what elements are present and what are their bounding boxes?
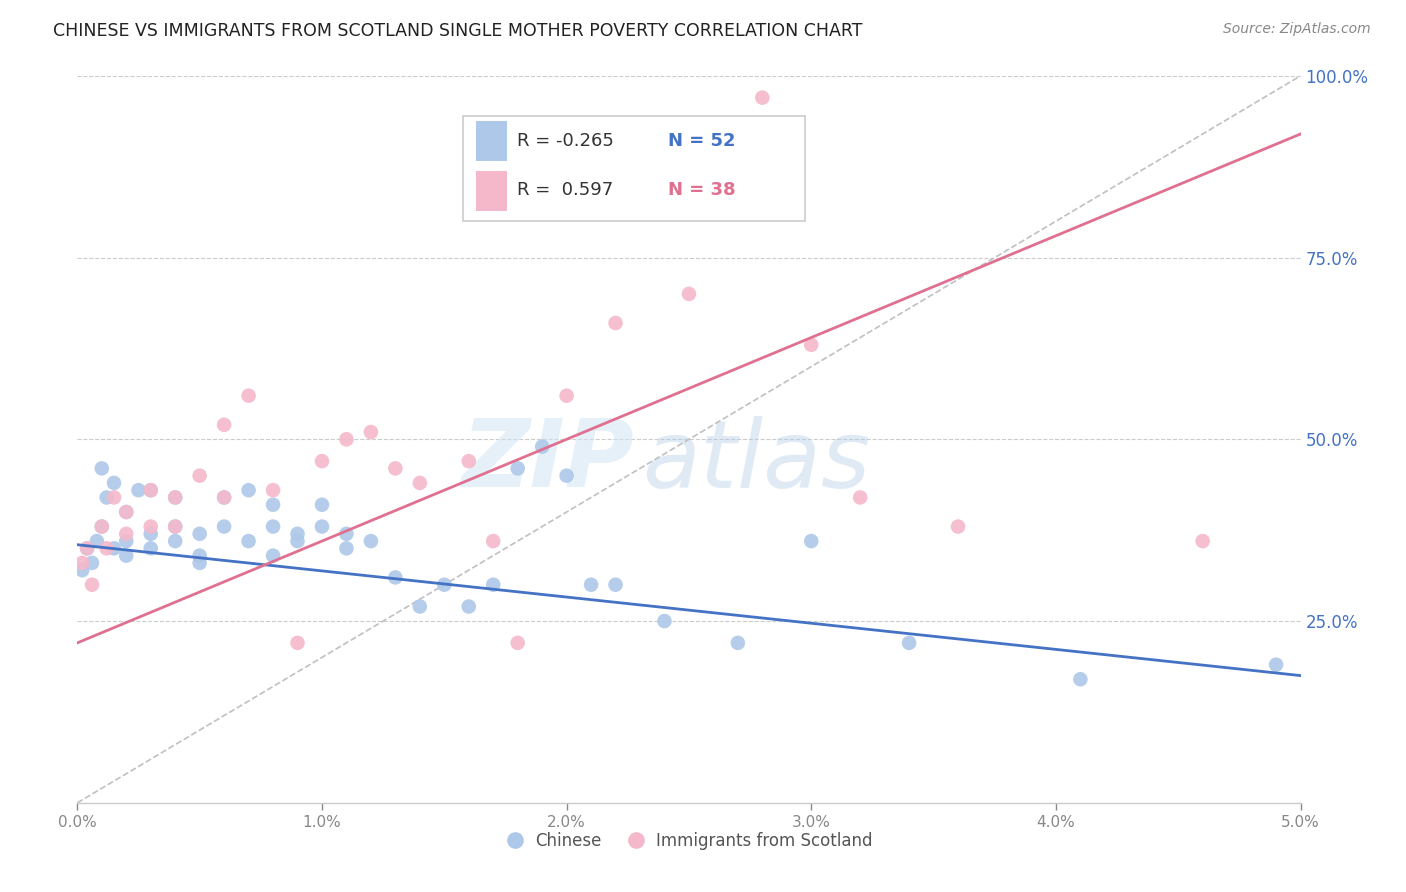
Point [800,338,823,352]
Point [482,578,505,592]
Point [751,90,773,104]
Point [262,498,284,512]
Point [849,491,872,505]
Point [335,526,357,541]
Point [103,541,125,556]
Text: atlas: atlas [643,416,870,507]
Point [287,636,309,650]
Point [433,578,456,592]
Point [165,491,187,505]
Point [605,578,627,592]
Point [555,389,578,403]
Point [898,636,921,650]
Point [139,519,162,533]
Point [188,526,211,541]
Point [654,614,676,628]
Point [188,556,211,570]
Point [90,519,112,533]
Point [165,519,187,533]
Point [287,526,309,541]
Point [139,541,162,556]
Point [80,556,103,570]
Point [800,534,823,549]
Point [76,541,98,556]
Point [188,549,211,563]
Point [115,526,138,541]
Point [212,519,235,533]
Text: ZIP: ZIP [461,415,634,508]
Point [127,483,149,498]
Point [579,578,602,592]
Point [96,541,118,556]
Point [165,534,187,549]
Point [457,454,479,468]
Point [360,534,382,549]
Point [311,498,333,512]
Point [165,519,187,533]
Point [139,483,162,498]
Point [103,491,125,505]
Point [262,519,284,533]
Point [457,599,479,614]
Point [409,475,432,490]
Text: Source: ZipAtlas.com: Source: ZipAtlas.com [1223,22,1371,37]
Point [311,519,333,533]
Point [115,549,138,563]
Point [188,468,211,483]
Point [80,578,103,592]
Point [115,505,138,519]
Point [384,570,406,584]
Point [212,417,235,432]
Point [212,491,235,505]
Point [506,461,529,475]
Point [86,534,108,549]
Point [115,534,138,549]
Point [605,316,627,330]
Point [90,461,112,475]
Point [90,519,112,533]
Point [238,389,260,403]
Point [727,636,749,650]
Point [531,440,554,454]
Point [311,454,333,468]
Point [262,483,284,498]
Text: CHINESE VS IMMIGRANTS FROM SCOTLAND SINGLE MOTHER POVERTY CORRELATION CHART: CHINESE VS IMMIGRANTS FROM SCOTLAND SING… [53,22,863,40]
Point [678,287,700,301]
Point [115,505,138,519]
Point [70,556,93,570]
Point [96,491,118,505]
Point [165,491,187,505]
Point [139,483,162,498]
Point [1191,534,1213,549]
Point [946,519,969,533]
Legend: Chinese, Immigrants from Scotland: Chinese, Immigrants from Scotland [498,825,880,856]
Point [360,425,382,439]
Point [555,468,578,483]
Point [482,534,505,549]
Point [409,599,432,614]
Point [238,483,260,498]
Point [70,563,93,577]
Point [335,432,357,446]
Point [1069,672,1091,686]
Point [212,491,235,505]
Point [103,475,125,490]
Point [262,549,284,563]
Point [238,534,260,549]
Point [384,461,406,475]
Point [139,526,162,541]
Point [76,541,98,556]
Point [335,541,357,556]
Point [287,534,309,549]
Point [506,636,529,650]
Point [1265,657,1288,672]
